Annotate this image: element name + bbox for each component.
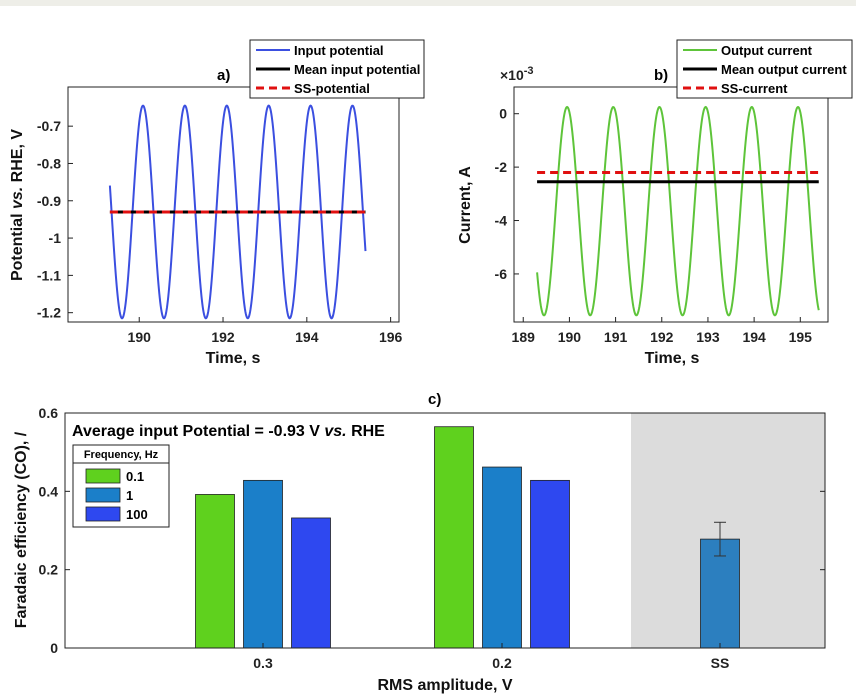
panel-c-x-axis-label: RMS amplitude, V	[377, 677, 512, 694]
panel-c-x-tick-label: SS	[711, 655, 730, 671]
panel-a-y-label-part1: Potential	[9, 209, 26, 281]
panel-b-legend-mean: Mean output current	[721, 62, 847, 77]
panel-a-legend-mean: Mean input potential	[294, 62, 420, 77]
panel-c-annotation-part3: RHE	[347, 423, 386, 440]
panel-c-annotation-part2: vs.	[324, 423, 346, 440]
panel-c-axes-box	[64, 412, 826, 649]
panel-b-plot-area	[536, 105, 820, 317]
panel-a-x-tick-label: 190	[128, 329, 152, 345]
panel-c-bar-0.3-100	[291, 517, 331, 649]
panel-c-bar-0.2-1	[482, 466, 522, 649]
panel-a-series-0-line	[108, 104, 367, 320]
panel-a-legend-ss: SS-potential	[294, 81, 370, 96]
panel-b-x-tick-label: 194	[742, 329, 766, 345]
panel-c-y-tick-label: 0.2	[39, 562, 59, 578]
panel-c-y-tick-label: 0.4	[39, 483, 59, 499]
top-border-strip	[0, 0, 856, 6]
panel-c-legend-swatch-2	[85, 506, 121, 522]
panel-b-y-exponent-base: ×10	[500, 67, 524, 83]
panel-a-label: a)	[217, 67, 230, 84]
panel-a-y-ticks: -0.7 -0.8 -0.9 -1 -1.1 -1.2	[37, 118, 73, 321]
panel-b-x-tick-label: 193	[696, 329, 720, 345]
panel-b-x-tick-label: 189	[512, 329, 536, 345]
panel-c-label: c)	[428, 391, 441, 408]
panel-a-y-label-part3: RHE, V	[9, 129, 26, 187]
panel-c-legend: Frequency, Hz 0.1 1 100	[72, 444, 170, 528]
panel-b-y-tick-label: -6	[495, 266, 508, 282]
panel-c-legend-item-1: 1	[126, 488, 133, 503]
panel-c-annotation-part1: Average input Potential = -0.93 V	[72, 423, 324, 440]
panel-a-x-tick-label: 196	[379, 329, 403, 345]
panel-c-legend-item-0: 0.1	[126, 469, 144, 484]
panel-c-bar-0.3-1	[243, 479, 283, 649]
panel-b-series-0-line	[536, 105, 820, 317]
panel-c-bar-0.2-100	[530, 479, 570, 649]
panel-a-y-tick-label: -0.8	[37, 155, 61, 171]
panel-b-legend-ss: SS-current	[721, 81, 788, 96]
panel-c-x-ticks: 0.3 0.2 SS	[253, 643, 729, 671]
panel-b-x-tick-label: 192	[650, 329, 674, 345]
panel-c-annotation: Average input Potential = -0.93 V vs. RH…	[72, 423, 385, 440]
panel-b-x-tick-label: 195	[789, 329, 813, 345]
panel-c-bar-0.2-0.1	[434, 426, 474, 649]
panel-c-bar-SS	[700, 538, 740, 649]
panel-b-axes-box	[513, 86, 829, 323]
panel-c-legend-title: Frequency, Hz	[84, 449, 159, 461]
panel-b-legend: Output current Mean output current SS-cu…	[676, 39, 853, 99]
panel-a-plot-area	[108, 104, 367, 320]
panel-b-x-axis-label: Time, s	[645, 350, 700, 367]
panel-a-line-chart: a) -0.7 -0.8 -0.9 -1 -1.1 -1.2 190 192 194 196 T…	[9, 39, 425, 367]
panel-b-x-ticks: 189 190 191 192 193 194 195	[512, 317, 813, 345]
panel-a-y-label-part2: vs.	[9, 187, 26, 209]
panel-c-bar-0.3-0.1	[195, 494, 235, 649]
panel-c-y-tick-label: 0	[50, 640, 58, 656]
panel-b-y-ticks: 0 -2 -4 -6	[495, 106, 519, 282]
panel-a-x-axis-label: Time, s	[206, 350, 261, 367]
panel-a-axes-box	[67, 86, 400, 323]
panel-c-x-tick-label: 0.2	[492, 655, 512, 671]
panel-b-y-exponent-power: -3	[524, 65, 534, 77]
panel-b-y-exponent: ×10-3	[500, 65, 534, 83]
panel-b-x-tick-label: 191	[604, 329, 628, 345]
panel-a-x-tick-label: 194	[295, 329, 319, 345]
panel-a-y-axis-label: Potential vs. RHE, V	[9, 129, 26, 281]
panel-a-legend-input: Input potential	[294, 43, 384, 58]
panel-c-bars	[195, 426, 740, 649]
panel-a-x-tick-label: 192	[211, 329, 235, 345]
panel-c-legend-swatch-1	[85, 487, 121, 503]
panel-a-y-tick-label: -1	[49, 230, 62, 246]
panel-c-y-tick-label: 0.6	[39, 405, 59, 421]
panel-c-bar-chart: c) 0 0.2 0.4 0.6 0.3 0.2 SS Average input Pot…	[13, 391, 826, 694]
panel-a-x-ticks: 190 192 194 196	[128, 317, 403, 345]
panel-a-y-tick-label: -1.2	[37, 305, 61, 321]
panel-a-y-tick-label: -1.1	[37, 267, 61, 283]
panel-b-label: b)	[654, 67, 668, 84]
panel-b-y-tick-label: 0	[499, 106, 507, 122]
panel-a-y-tick-label: -0.9	[37, 193, 61, 209]
panel-c-legend-swatch-0	[85, 468, 121, 484]
panel-b-line-chart: b) 0 -2 -4 -6 189 190 191 192 193 194 195 ×10-3 T…	[457, 39, 853, 367]
panel-b-legend-output: Output current	[721, 43, 813, 58]
panel-c-legend-item-2: 100	[126, 507, 148, 522]
panel-b-y-tick-label: -4	[495, 213, 508, 229]
panel-b-y-axis-label: Current, A	[457, 166, 474, 244]
panel-c-y-axis-label: Faradaic efficiency (CO), /	[13, 431, 30, 628]
panel-b-x-tick-label: 190	[558, 329, 582, 345]
panel-b-y-tick-label: -2	[495, 159, 508, 175]
panel-a-legend: Input potential Mean input potential SS-…	[249, 39, 425, 99]
panel-a-y-tick-label: -0.7	[37, 118, 61, 134]
panel-c-y-ticks: 0 0.2 0.4 0.6	[39, 405, 825, 656]
panel-c-x-tick-label: 0.3	[253, 655, 273, 671]
